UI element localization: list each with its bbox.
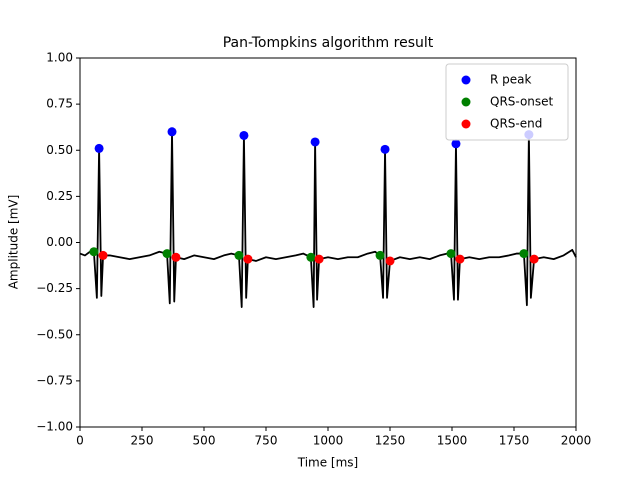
y-tick-label: 1.00 xyxy=(46,51,73,65)
point xyxy=(306,252,316,262)
point xyxy=(451,139,461,149)
y-tick-label: 0.75 xyxy=(46,97,73,111)
point xyxy=(243,254,253,264)
point xyxy=(171,252,181,262)
point xyxy=(98,250,108,260)
y-tick-label: 0.25 xyxy=(46,189,73,203)
point xyxy=(234,250,244,260)
x-tick-label: 500 xyxy=(193,434,216,448)
x-tick-label: 1500 xyxy=(437,434,468,448)
legend-box xyxy=(445,63,569,141)
legend-marker xyxy=(461,119,471,129)
x-tick-label: 250 xyxy=(131,434,154,448)
legend-label: QRS-onset xyxy=(490,95,554,109)
point xyxy=(455,254,465,264)
point xyxy=(167,127,177,137)
x-tick-label: 0 xyxy=(76,434,84,448)
plot-frame xyxy=(79,57,577,428)
y-tick-label: −0.50 xyxy=(36,327,73,341)
point xyxy=(380,144,390,154)
x-tick-label: 2000 xyxy=(561,434,592,448)
x-tick-label: 1250 xyxy=(375,434,406,448)
point xyxy=(162,249,172,259)
y-tick-label: −1.00 xyxy=(36,420,73,434)
point xyxy=(310,137,320,147)
point xyxy=(94,143,104,153)
legend-label: QRS-end xyxy=(490,117,542,131)
x-axis-label: Time [ms] xyxy=(297,456,359,470)
point xyxy=(446,249,456,259)
legend-marker xyxy=(461,97,471,107)
point xyxy=(239,130,249,140)
signal-line xyxy=(79,130,577,308)
y-tick-label: −0.75 xyxy=(36,373,73,387)
legend-marker xyxy=(461,75,471,85)
y-tick-label: 0.50 xyxy=(46,143,73,157)
x-tick-label: 1000 xyxy=(313,434,344,448)
point xyxy=(519,249,529,259)
point xyxy=(89,247,99,257)
y-tick-label: 0.00 xyxy=(46,235,73,249)
point xyxy=(375,250,385,260)
chart-title: Pan-Tompkins algorithm result xyxy=(223,35,434,51)
point xyxy=(529,254,539,264)
point xyxy=(314,254,324,264)
point xyxy=(385,256,395,266)
legend-label: R peak xyxy=(490,73,532,87)
y-tick-label: −0.25 xyxy=(36,281,73,295)
x-tick-label: 1750 xyxy=(499,434,530,448)
y-axis-label: Amplitude [mV] xyxy=(7,195,21,290)
x-tick-label: 750 xyxy=(255,434,278,448)
